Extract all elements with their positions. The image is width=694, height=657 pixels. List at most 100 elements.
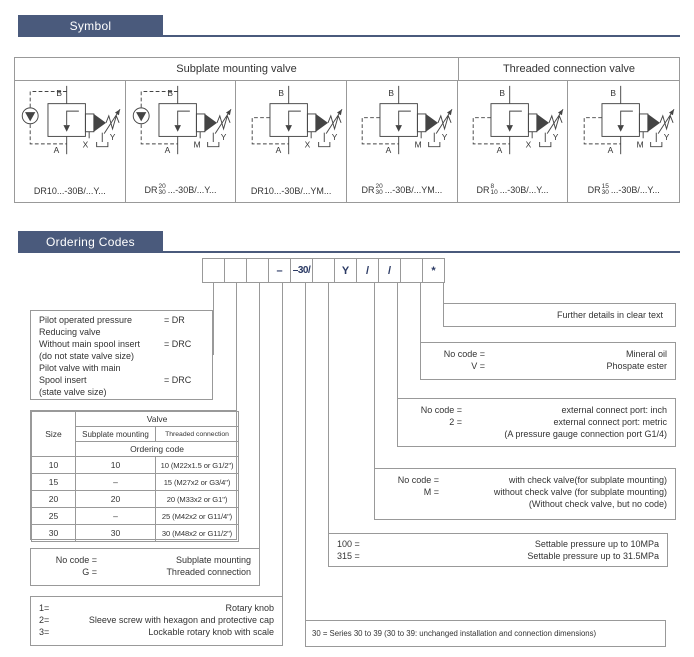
symbol-table-header: Subplate mounting valve Threaded connect… — [15, 58, 679, 81]
size-table-corner: Size — [31, 411, 76, 457]
svg-text:M: M — [637, 140, 644, 150]
svg-text:Y: Y — [221, 132, 227, 142]
callout-pressure: 100 = Settable pressure up to 10MPa 315 = S… — [328, 533, 668, 567]
svg-text:X: X — [83, 140, 89, 150]
svg-text:A: A — [165, 145, 171, 155]
valve-symbol: B A X Y — [22, 85, 121, 155]
callout-mounting: No code = Subplate mounting G = Threaded co… — [30, 548, 260, 586]
pressure-row: 100 = Settable pressure up to 10MPa — [337, 539, 659, 549]
svg-text:Y: Y — [442, 132, 448, 142]
valve-type-row: Pilot operated pressure = DR — [39, 315, 185, 325]
leader-line — [305, 283, 306, 633]
spring-icon — [548, 114, 563, 131]
callout-further-details: Further details in clear text — [443, 303, 676, 327]
ordering-code-cell — [224, 258, 247, 283]
symbol-table: Subplate mounting valve Threaded connect… — [14, 57, 680, 203]
adjustment-row: 2= Sleeve screw with hexagon and protecti… — [39, 615, 274, 625]
size-table-row: 15–15 (M27x2 or G3/4") — [31, 473, 240, 491]
subplate-group-header: Subplate mounting valve — [15, 58, 459, 80]
mounting-row: G = Threaded connection — [82, 567, 251, 577]
valve-type-row: Reducing valve — [39, 327, 101, 337]
svg-text:Y: Y — [110, 132, 116, 142]
svg-text:B: B — [611, 88, 617, 98]
callout-size-table: Size Valve Subplate mounting Threaded conne… — [30, 410, 240, 542]
mounting-row: No code = Subplate mounting — [55, 555, 251, 565]
svg-text:A: A — [275, 145, 281, 155]
ordering-code-cell — [202, 258, 225, 283]
adjustment-row: 3= Lockable rotary knob with scale — [39, 627, 274, 637]
connect-port-row: 2 = external connect port: metric — [449, 417, 667, 427]
pilot-valve-icon — [648, 113, 661, 132]
check-valve-icon — [132, 107, 150, 125]
symbol-section-rule — [18, 35, 680, 37]
pilot-valve-icon — [94, 113, 107, 132]
valve-type-row: Without main spool insert = DRC — [39, 339, 192, 349]
ordering-code-cell — [246, 258, 269, 283]
spring-icon — [105, 114, 120, 131]
leader-line — [259, 283, 260, 566]
pilot-valve-icon — [204, 113, 217, 132]
fluid-row: V = Phospate ester — [471, 361, 667, 371]
svg-text:B: B — [57, 88, 63, 98]
symbol-caption: DR 10...-30B/...Y... — [33, 186, 106, 196]
threaded-group-header: Threaded connection valve — [502, 63, 636, 75]
valve-symbol: B A X Y — [472, 85, 564, 155]
valve-symbol: B A M Y — [132, 85, 232, 155]
ordering-code-cell: Y — [334, 258, 357, 283]
tank-icon — [539, 142, 552, 148]
svg-text:B: B — [167, 88, 173, 98]
further-details-text: Further details in clear text — [556, 310, 663, 320]
svg-text:M: M — [415, 140, 422, 150]
symbol-cell: B A X Y DR 8 10 ...-30B/...Y... — [458, 81, 569, 202]
svg-text:X: X — [526, 140, 532, 150]
ordering-code-cell: –30/ — [290, 258, 313, 283]
check-valve-row: (Without check valve, but no code) — [528, 499, 667, 509]
adjustment-row: 1= Rotary knob — [39, 603, 274, 613]
svg-text:B: B — [389, 88, 395, 98]
size-table-grid: Size Valve Subplate mounting Threaded conne… — [31, 411, 240, 542]
spring-icon — [659, 114, 674, 131]
ordering-code-cell: / — [378, 258, 401, 283]
ordering-code-row: – –30/Y / / * — [202, 258, 445, 283]
connect-port-row: (A pressure gauge connection port G1/4) — [504, 429, 667, 439]
valve-type-row: (do not state valve size) — [39, 351, 135, 361]
callout-fluid: No code = Mineral oil V = Phospate ester — [420, 342, 676, 380]
spring-icon — [327, 114, 342, 131]
svg-text:M: M — [194, 140, 201, 150]
size-table-row: 10 10 10 (M22x1.5 or G1/2") — [31, 456, 240, 474]
ordering-section-rule — [18, 251, 680, 253]
ordering-code-cell — [312, 258, 335, 283]
check-valve-row: No code = with check valve(for subplate m… — [397, 475, 667, 485]
svg-text:A: A — [386, 145, 392, 155]
pilot-valve-icon — [315, 113, 328, 132]
valve-symbol: B A M Y — [362, 85, 453, 155]
symbol-caption: DR 15 30 ...-30B/...Y... — [587, 183, 660, 196]
leader-line — [213, 283, 214, 355]
symbol-caption: DR 20 30 ...-30B/...Y... — [144, 183, 217, 196]
tank-icon — [96, 142, 109, 148]
size-table-row: 30 30 30 (M48x2 or G11/2") — [31, 524, 240, 542]
valve-symbol: B A X Y — [251, 85, 343, 155]
connect-port-row: No code = external connect port: inch — [420, 405, 667, 415]
callout-connect-port: No code = external connect port: inch 2 = e… — [397, 398, 676, 447]
size-table-row: 25–25 (M42x2 or G11/4") — [31, 507, 240, 525]
symbol-cell: B A M Y DR 20 30 ...-30B/...Y... — [126, 81, 237, 202]
size-table-ordering-header: Ordering code — [74, 441, 240, 457]
tank-icon — [428, 142, 441, 148]
symbol-cells: B A X Y DR 10...-30B/...Y... B A M Y DR 20 30 ...-30B… — [15, 81, 679, 202]
ordering-code-cell: / — [356, 258, 379, 283]
symbol-section-header: Symbol — [18, 15, 163, 36]
svg-text:Y: Y — [331, 132, 337, 142]
valve-type-row: Pilot valve with main — [39, 363, 121, 373]
svg-text:A: A — [608, 145, 614, 155]
pressure-row: 315 = Settable pressure up to 31.5MPa — [337, 551, 659, 561]
leader-line — [374, 283, 375, 494]
size-table-col-threaded: Threaded connection — [154, 426, 240, 442]
size-table-valve-header: Valve — [74, 411, 240, 427]
svg-text:Y: Y — [553, 132, 559, 142]
svg-text:B: B — [278, 88, 284, 98]
leader-line — [420, 283, 421, 360]
pilot-valve-icon — [426, 113, 439, 132]
symbol-cell: B A X Y DR 10...-30B/...Y... — [15, 81, 126, 202]
symbol-section-title: Symbol — [69, 18, 112, 33]
